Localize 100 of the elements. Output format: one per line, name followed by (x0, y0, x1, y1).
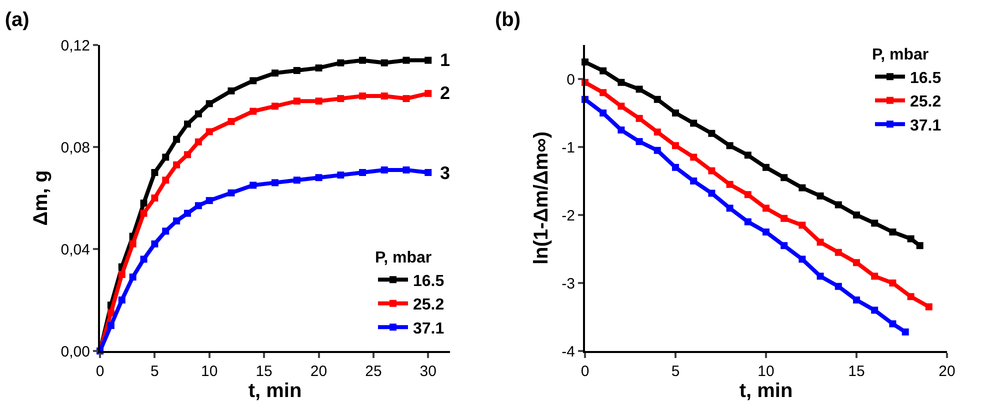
point (816, 238, 824, 246)
point (600, 89, 607, 96)
point (834, 248, 842, 256)
legend-label: 16.5 (910, 70, 942, 87)
point (206, 100, 213, 108)
point (600, 110, 607, 116)
point (636, 138, 643, 146)
point (206, 128, 213, 136)
point (140, 256, 148, 263)
point (206, 197, 213, 204)
point (871, 272, 878, 280)
point (816, 192, 824, 200)
x-tick-label: 0 (96, 363, 104, 380)
point (762, 164, 770, 171)
point (654, 146, 661, 154)
point (315, 174, 322, 182)
point (151, 240, 158, 248)
point (107, 309, 114, 316)
point (744, 191, 752, 198)
point (424, 56, 432, 64)
point (889, 228, 896, 236)
annotation: 1 (440, 50, 450, 70)
point (380, 59, 388, 66)
point (359, 169, 366, 176)
point (129, 240, 136, 248)
chart-title: (b) (494, 9, 521, 32)
point (184, 210, 191, 217)
point (250, 77, 257, 84)
annotation: 2 (440, 83, 450, 103)
point (902, 328, 909, 336)
point (618, 102, 625, 110)
point (744, 152, 752, 159)
point (834, 282, 842, 290)
point (690, 154, 698, 161)
point (798, 256, 806, 263)
point (118, 271, 126, 278)
point (654, 96, 661, 103)
point (672, 142, 679, 150)
point (780, 174, 788, 182)
point (162, 176, 170, 184)
y-tick-label: -3 (562, 275, 575, 292)
point (402, 56, 410, 64)
point (672, 164, 679, 171)
point (194, 202, 202, 210)
point (380, 92, 388, 100)
y-axis-title: Δm, g (30, 170, 52, 226)
point (871, 306, 878, 314)
point (315, 64, 322, 72)
point (293, 67, 300, 74)
point (272, 102, 278, 110)
point (889, 320, 896, 328)
point (726, 142, 734, 150)
point (129, 274, 136, 281)
x-tick-label: 25 (365, 363, 382, 380)
point (173, 161, 180, 168)
point (118, 296, 126, 304)
point (780, 214, 788, 222)
point (600, 67, 607, 74)
point (654, 128, 661, 136)
point (907, 235, 914, 242)
point (708, 130, 716, 137)
point (173, 217, 180, 224)
x-tick-label: 15 (256, 363, 272, 380)
legend-title: P, mbar (375, 250, 432, 267)
annotation: 3 (440, 163, 450, 183)
x-tick-label: 0 (580, 363, 590, 380)
point (889, 280, 896, 286)
y-tick-label: 0,04 (60, 241, 90, 258)
point (636, 86, 643, 93)
point (762, 228, 770, 236)
point (744, 218, 752, 226)
point (816, 272, 824, 280)
point (402, 95, 410, 102)
point (834, 201, 842, 208)
legend-title: P, mbar (872, 46, 929, 64)
y-axis-title: ln(1-Δm/Δm∞) (530, 131, 553, 265)
y-tick-label: 0,08 (60, 139, 90, 156)
point (690, 120, 698, 127)
point (853, 212, 860, 218)
point (359, 56, 366, 64)
point (424, 169, 432, 176)
point (272, 179, 278, 186)
point (337, 172, 344, 179)
x-tick-label: 15 (848, 363, 865, 380)
point (402, 166, 410, 174)
point (726, 204, 734, 212)
x-axis-title: t, min (739, 380, 793, 402)
y-tick-label: 0 (566, 71, 575, 88)
point (228, 189, 235, 196)
point (708, 190, 716, 197)
y-tick-label: -1 (562, 139, 575, 156)
chart-title: (a) (4, 9, 30, 32)
point (250, 182, 257, 189)
point (380, 166, 388, 174)
point (151, 169, 158, 176)
point (925, 303, 932, 310)
point (315, 98, 322, 105)
x-tick-label: 20 (310, 363, 328, 380)
point (424, 90, 432, 97)
point (337, 95, 344, 102)
